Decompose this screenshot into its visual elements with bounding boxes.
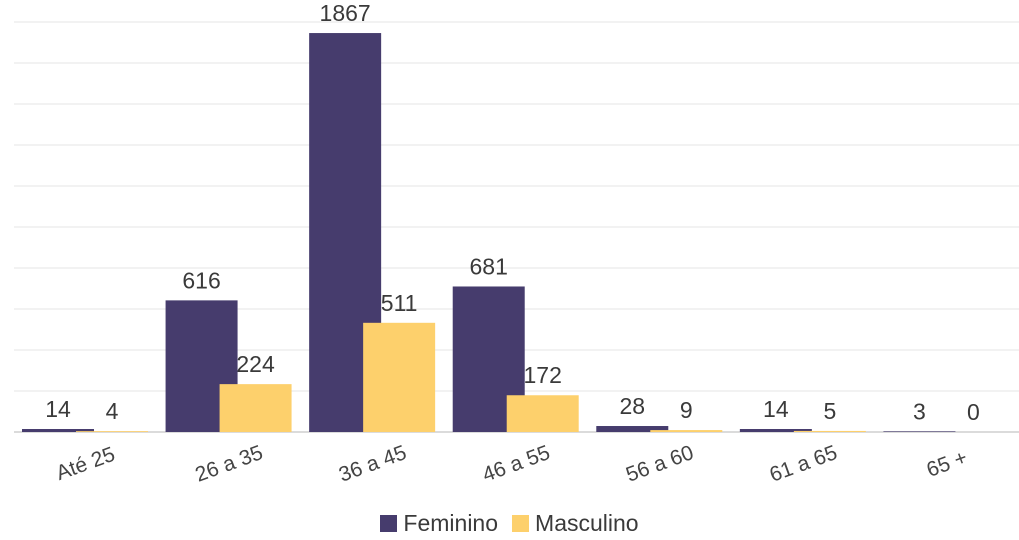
data-label: 3 <box>913 398 926 424</box>
bar-masculino <box>793 430 866 432</box>
data-label: 14 <box>763 396 789 422</box>
x-tick-label: 36 a 45 <box>336 441 410 487</box>
data-label: 224 <box>236 351 275 377</box>
bar-masculino <box>650 430 723 432</box>
bar-masculino <box>363 322 436 432</box>
bar-masculino <box>506 395 579 432</box>
legend-swatch-masculino <box>512 514 530 532</box>
bar-feminino <box>883 431 956 432</box>
data-label: 5 <box>823 398 836 424</box>
data-label: 1867 <box>320 0 371 26</box>
data-label: 511 <box>381 290 418 316</box>
data-label: 681 <box>470 253 508 279</box>
data-label: 14 <box>45 396 71 422</box>
x-tick-label: 61 a 65 <box>767 441 841 487</box>
legend-swatch-feminino <box>380 514 398 532</box>
legend-item-feminino: Feminino <box>380 510 498 537</box>
legend-item-masculino: Masculino <box>512 510 639 537</box>
x-tick-label: 26 a 35 <box>192 441 266 487</box>
x-tick-label: 65 + <box>924 446 971 482</box>
bar-masculino <box>76 431 148 432</box>
data-label: 172 <box>524 362 562 388</box>
data-label: 0 <box>967 399 980 425</box>
x-tick-label: 46 a 55 <box>479 441 553 487</box>
x-tick-label: Até 25 <box>53 443 118 485</box>
data-label: 28 <box>619 393 645 419</box>
legend-label-masculino: Masculino <box>535 509 639 536</box>
bar-feminino <box>596 426 669 432</box>
legend-label-feminino: Feminino <box>403 509 499 536</box>
bar-feminino <box>739 429 812 432</box>
bar-feminino <box>22 429 94 432</box>
data-label: 616 <box>182 267 220 293</box>
bar-masculino <box>219 384 292 432</box>
data-label: 4 <box>106 398 119 424</box>
legend: Feminino Masculino <box>0 508 1019 538</box>
data-label: 9 <box>680 397 693 423</box>
x-tick-label: 56 a 60 <box>623 441 697 487</box>
